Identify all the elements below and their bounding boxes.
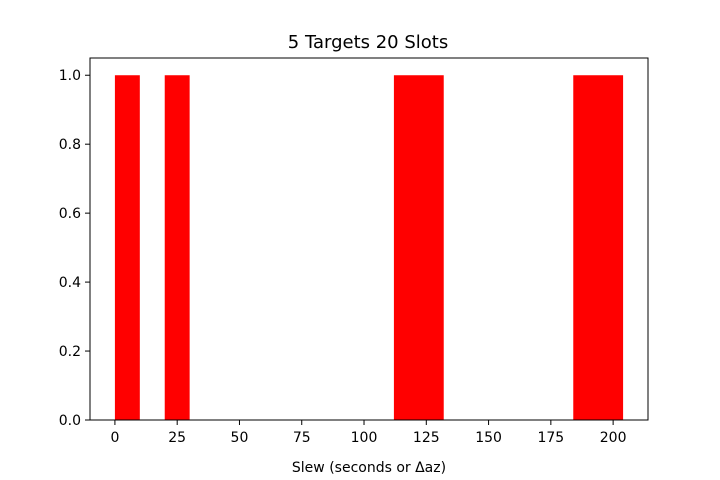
x-axis-ticks: 0 25 50 75 100 125 150 175 200 bbox=[110, 420, 626, 446]
x-tick-label: 50 bbox=[231, 430, 249, 446]
y-tick-label: 0.8 bbox=[59, 137, 81, 153]
x-tick-label: 125 bbox=[413, 430, 440, 446]
x-tick-label: 0 bbox=[110, 430, 119, 446]
x-tick-label: 75 bbox=[293, 430, 311, 446]
chart-title: 5 Targets 20 Slots bbox=[288, 32, 448, 53]
x-axis-label: Slew (seconds or Δaz) bbox=[292, 460, 446, 476]
y-tick-label: 0.6 bbox=[59, 206, 81, 222]
y-tick-label: 0.4 bbox=[59, 275, 81, 291]
bars-group bbox=[114, 75, 624, 420]
y-tick-label: 0.2 bbox=[59, 344, 81, 360]
x-tick-label: 200 bbox=[600, 430, 627, 446]
y-tick-label: 0.0 bbox=[59, 413, 81, 429]
x-tick-label: 150 bbox=[475, 430, 502, 446]
bar-3 bbox=[573, 75, 624, 420]
x-tick-label: 25 bbox=[168, 430, 186, 446]
plot-frame bbox=[89, 57, 649, 421]
x-tick-label: 175 bbox=[537, 430, 564, 446]
bar-2 bbox=[393, 75, 444, 420]
bar-0 bbox=[114, 75, 140, 420]
y-tick-label: 1.0 bbox=[59, 68, 81, 84]
y-axis-ticks: 0.0 0.2 0.4 0.6 0.8 1.0 bbox=[59, 68, 90, 429]
bar-1 bbox=[164, 75, 190, 420]
x-tick-label: 100 bbox=[351, 430, 378, 446]
